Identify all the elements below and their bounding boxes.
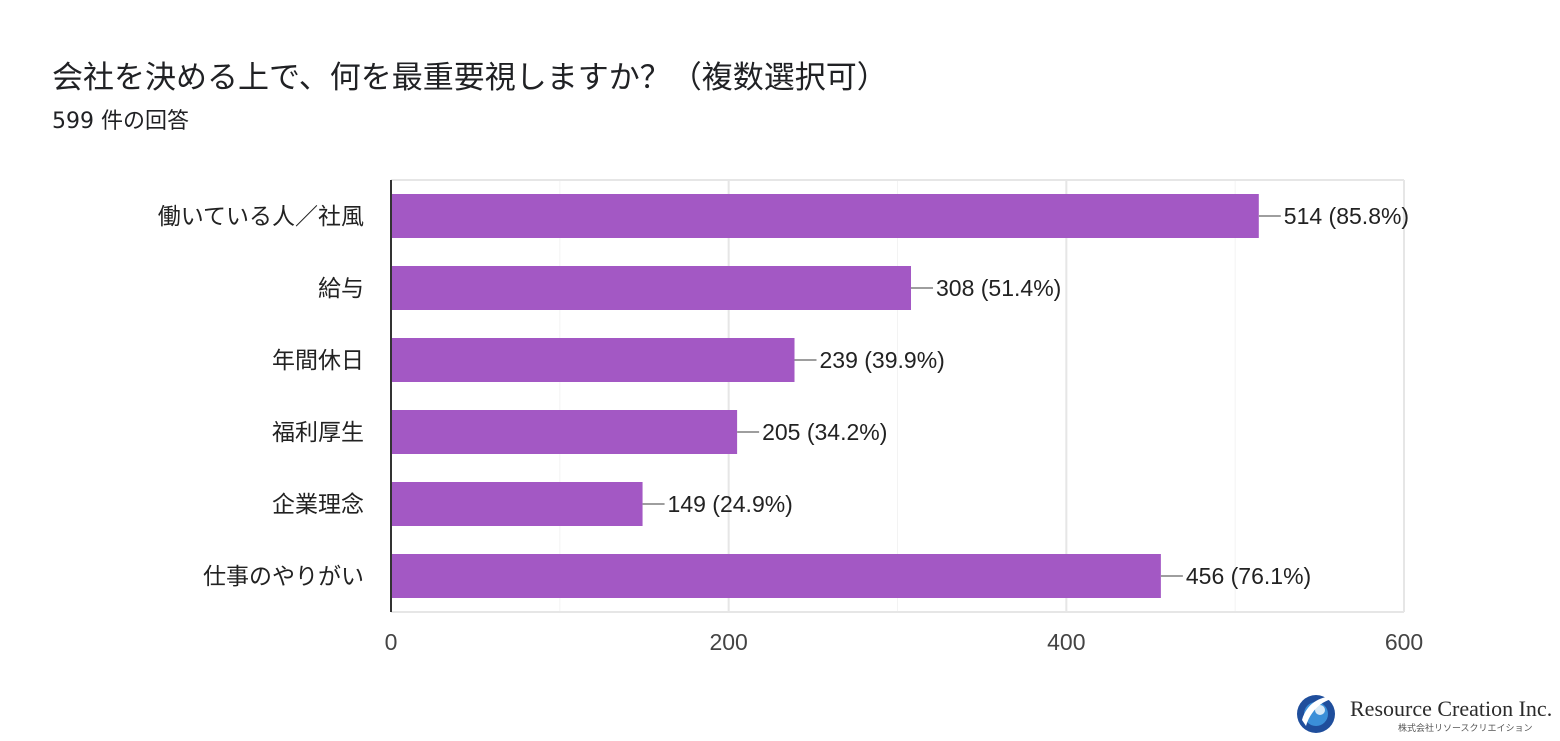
bar-value-label: 149 (24.9%) — [668, 491, 793, 517]
category-label: 仕事のやりがい — [203, 564, 364, 590]
bar — [391, 554, 1161, 598]
response-count: 599 件の回答 — [52, 109, 189, 134]
category-label: 年間休日 — [272, 348, 364, 374]
bar — [391, 194, 1259, 238]
chart-title: 会社を決める上で、何を最重要視しますか？（複数選択可） — [52, 60, 888, 96]
x-tick-label: 200 — [709, 629, 747, 655]
bar — [391, 482, 643, 526]
bar — [391, 266, 912, 310]
logo-name: Resource Creation Inc. — [1350, 696, 1553, 721]
x-tick-label: 0 — [385, 629, 398, 655]
category-label: 働いている人／社風 — [158, 204, 364, 230]
x-tick-label: 600 — [1385, 629, 1423, 655]
bar-value-label: 205 (34.2%) — [762, 419, 887, 445]
category-label: 福利厚生 — [272, 420, 364, 446]
logo-subname: 株式会社リソースクリエイション — [1398, 724, 1533, 734]
bar — [391, 338, 795, 382]
logo-icon — [1297, 695, 1338, 733]
x-tick-label: 400 — [1047, 629, 1085, 655]
bar-value-label: 456 (76.1%) — [1186, 563, 1311, 589]
category-label: 給与 — [318, 276, 364, 302]
category-label: 企業理念 — [272, 492, 364, 518]
bar — [391, 410, 738, 454]
bar-value-label: 514 (85.8%) — [1284, 203, 1409, 229]
bar-value-label: 308 (51.4%) — [936, 275, 1061, 301]
company-logo: Resource Creation Inc. 株式会社リソースクリエイション — [1294, 688, 1560, 738]
bar-value-label: 239 (39.9%) — [820, 347, 945, 373]
